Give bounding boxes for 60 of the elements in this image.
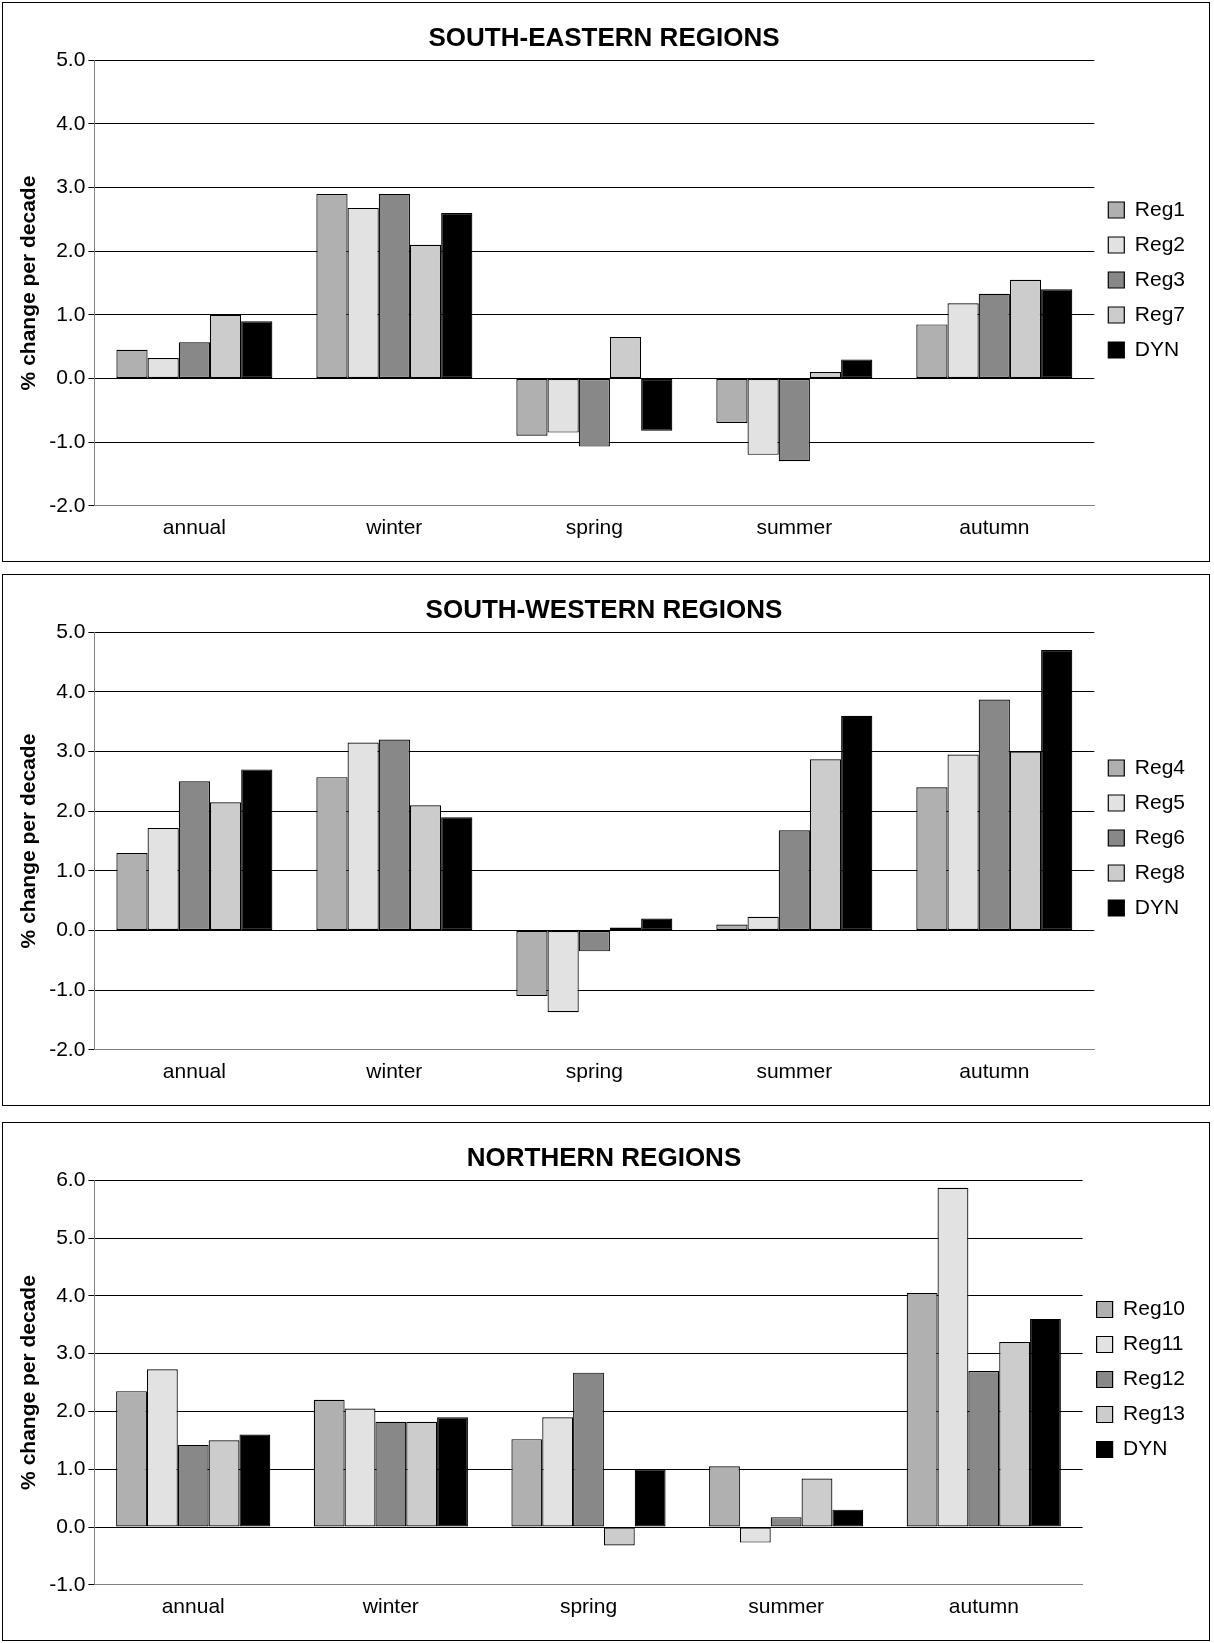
y-tick-label: -2.0 — [49, 492, 86, 516]
y-tick-label: 0.0 — [56, 917, 86, 941]
y-tick-label: 3.0 — [56, 1340, 86, 1364]
y-tick-label: 4.0 — [56, 678, 86, 702]
legend-label: Reg12 — [1123, 1366, 1186, 1390]
legend-label: Reg7 — [1134, 301, 1185, 325]
x-tick-label: spring — [559, 1594, 618, 1618]
y-tick-label: -2.0 — [49, 1036, 86, 1060]
y-tick-label: -1.0 — [49, 976, 86, 1000]
y-tick-label: 3.0 — [56, 174, 86, 198]
legend-label: Reg8 — [1134, 859, 1185, 883]
legend-label: DYN — [1134, 336, 1180, 360]
x-tick-label: spring — [565, 1059, 623, 1083]
x-tick-label: winter — [365, 515, 423, 539]
legend-label: Reg3 — [1134, 266, 1185, 290]
x-tick-label: annual — [161, 1594, 225, 1618]
chart-title: NORTHERN REGIONS — [466, 1141, 742, 1172]
x-tick-label: autumn — [959, 515, 1030, 539]
y-tick-label: 0.0 — [56, 365, 86, 389]
y-axis-title: % change per decade — [16, 1275, 40, 1490]
y-tick-label: -1.0 — [49, 428, 86, 452]
y-tick-label: 4.0 — [56, 1282, 86, 1306]
y-tick-label: 5.0 — [56, 619, 86, 642]
chart-title: SOUTH-EASTERN REGIONS — [428, 21, 780, 52]
y-tick-label: 2.0 — [56, 1398, 86, 1422]
x-tick-label: annual — [162, 515, 226, 539]
y-tick-label: -1.0 — [49, 1571, 86, 1595]
y-tick-label: 4.0 — [56, 110, 86, 134]
y-tick-label: 3.0 — [56, 738, 86, 762]
x-tick-label: summer — [748, 1594, 825, 1618]
legend-label: Reg6 — [1134, 824, 1185, 848]
legend-label: Reg11 — [1123, 1331, 1184, 1355]
y-tick-label: 2.0 — [56, 237, 86, 261]
y-tick-label: 2.0 — [56, 797, 86, 821]
y-tick-label: 1.0 — [56, 1456, 86, 1479]
y-tick-label: 1.0 — [56, 301, 86, 325]
chart-title: SOUTH-WESTERN REGIONS — [425, 593, 783, 624]
y-axis-title: % change per decade — [16, 175, 40, 391]
legend-label: DYN — [1134, 894, 1180, 918]
y-tick-label: 0.0 — [56, 1513, 86, 1537]
legend-label: Reg2 — [1134, 231, 1185, 255]
legend-label: Reg5 — [1134, 789, 1185, 813]
legend-label: Reg10 — [1123, 1296, 1186, 1320]
x-tick-label: autumn — [948, 1594, 1019, 1618]
x-tick-label: summer — [756, 515, 833, 539]
legend-label: Reg13 — [1123, 1401, 1186, 1425]
legend-label: Reg1 — [1134, 196, 1185, 220]
x-tick-label: summer — [756, 1059, 833, 1083]
x-tick-label: winter — [361, 1594, 419, 1618]
legend-label: DYN — [1123, 1436, 1168, 1460]
y-tick-label: 6.0 — [56, 1167, 86, 1190]
y-tick-label: 5.0 — [56, 47, 86, 70]
y-axis-title: % change per decade — [16, 733, 40, 949]
y-tick-label: 1.0 — [56, 857, 86, 881]
x-tick-label: spring — [565, 515, 623, 539]
y-tick-label: 5.0 — [56, 1224, 86, 1248]
x-tick-label: annual — [162, 1059, 226, 1083]
legend-label: Reg4 — [1134, 754, 1186, 778]
x-tick-label: autumn — [959, 1059, 1030, 1083]
x-tick-label: winter — [365, 1059, 423, 1083]
